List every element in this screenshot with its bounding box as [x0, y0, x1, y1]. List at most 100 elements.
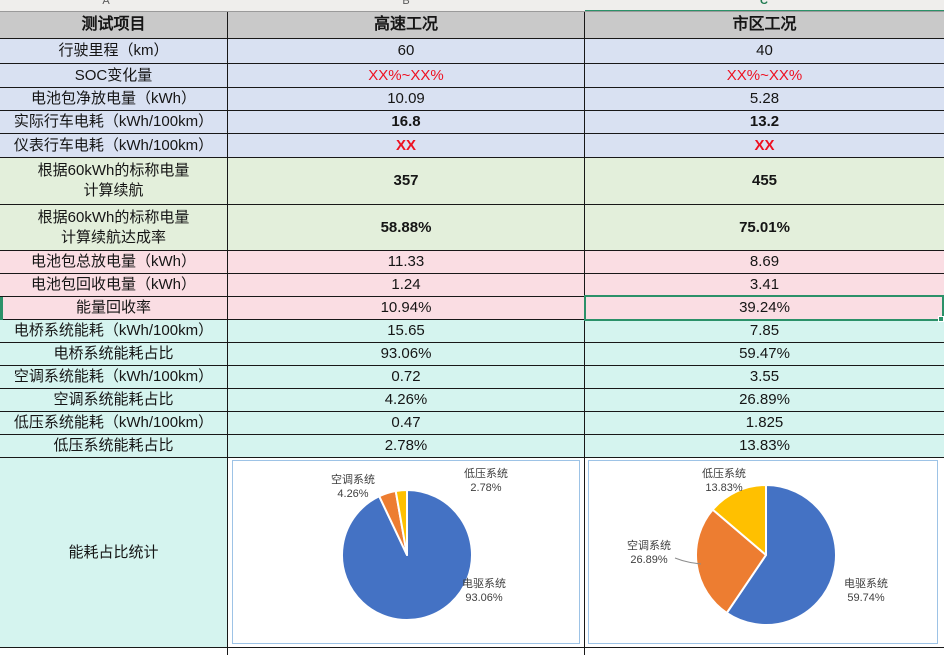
value-cell-urban[interactable]: 13.2 [585, 111, 944, 134]
row-label-cell[interactable]: 实际行车电耗（kWh/100km） [0, 111, 228, 134]
row-label-cell[interactable]: 低压系统能耗占比 [0, 435, 228, 458]
value-cell-highway[interactable]: 357 [228, 158, 585, 205]
header-cell-test-item[interactable]: 测试项目 [0, 12, 228, 39]
selected-column-underline [585, 10, 944, 11]
pie-chart-urban[interactable]: 电驱系统 59.74% 空调系统 26.89% 低压系统 13.83% [588, 460, 938, 644]
value-cell-urban[interactable]: 5.28 [585, 88, 944, 111]
table-row: 低压系统能耗（kWh/100km） 0.47 1.825 [0, 412, 944, 435]
table-row: 根据60kWh的标称电量 计算续航达成率 58.88% 75.01% [0, 205, 944, 251]
table-row: 仪表行车电耗（kWh/100km） XX XX [0, 134, 944, 158]
value-cell-urban[interactable]: 8.69 [585, 251, 944, 274]
leader-line [674, 557, 702, 565]
chart-cell-urban[interactable]: 电驱系统 59.74% 空调系统 26.89% 低压系统 13.83% [585, 458, 944, 648]
table-row: 电桥系统能耗（kWh/100km） 15.65 7.85 [0, 320, 944, 343]
table-row: 电池包回收电量（kWh） 1.24 3.41 [0, 274, 944, 297]
row-label-cell[interactable]: 电桥系统能耗占比 [0, 343, 228, 366]
value-cell-highway[interactable]: 11.33 [228, 251, 585, 274]
chart-cell-highway[interactable]: 电驱系统 93.06% 空调系统 4.26% 低压系统 2.78% [228, 458, 585, 648]
value-cell-urban[interactable]: 13.83% [585, 435, 944, 458]
table-row: 空调系统能耗占比 4.26% 26.89% [0, 389, 944, 412]
column-letter-b[interactable]: B [402, 0, 410, 7]
table-header-row: 测试项目 高速工况 市区工况 [0, 12, 944, 39]
value-cell-urban[interactable]: 26.89% [585, 389, 944, 412]
value-cell-highway[interactable]: 16.8 [228, 111, 585, 134]
value-cell-urban[interactable]: 7.85 [585, 320, 944, 343]
value-cell-urban[interactable]: 455 [585, 158, 944, 205]
value-cell-highway[interactable]: XX%~XX% [228, 64, 585, 88]
pie-label: 电驱系统 93.06% [462, 578, 506, 604]
partial-bottom-row [0, 648, 944, 655]
column-letter-c[interactable]: C [760, 0, 768, 7]
empty-cell[interactable] [0, 648, 228, 655]
pie-graphic [340, 489, 473, 621]
pie-label: 空调系统 4.26% [331, 474, 375, 500]
value-cell-highway[interactable]: 93.06% [228, 343, 585, 366]
row-label-cell[interactable]: 空调系统能耗占比 [0, 389, 228, 412]
selected-cell[interactable]: 39.24% [584, 295, 944, 322]
column-letter-strip: A B C [0, 0, 944, 12]
value-cell-urban[interactable]: XX%~XX% [585, 64, 944, 88]
header-cell-highway[interactable]: 高速工况 [228, 12, 585, 39]
row-label-cell[interactable]: 仪表行车电耗（kWh/100km） [0, 134, 228, 158]
fill-handle[interactable] [938, 316, 944, 322]
pie-chart-highway[interactable]: 电驱系统 93.06% 空调系统 4.26% 低压系统 2.78% [232, 460, 580, 644]
row-label-cell[interactable]: 低压系统能耗（kWh/100km） [0, 412, 228, 435]
chart-row-label-cell[interactable]: 能耗占比统计 [0, 458, 228, 648]
row-label-cell[interactable]: 行驶里程（km） [0, 39, 228, 64]
pie-graphic [695, 484, 838, 626]
value-cell-highway[interactable]: 4.26% [228, 389, 585, 412]
table-body: 行驶里程（km） 60 40 SOC变化量 XX%~XX% XX%~XX% 电池… [0, 39, 944, 458]
row-label-cell[interactable]: 根据60kWh的标称电量 计算续航 [0, 158, 228, 205]
value-cell-highway[interactable]: 0.72 [228, 366, 585, 389]
pie-label: 低压系统 2.78% [464, 468, 508, 494]
value-cell-highway[interactable]: 60 [228, 39, 585, 64]
value-cell-highway[interactable]: XX [228, 134, 585, 158]
table-row: 空调系统能耗（kWh/100km） 0.72 3.55 [0, 366, 944, 389]
value-cell-urban[interactable]: 1.825 [585, 412, 944, 435]
value-cell-urban[interactable]: 75.01% [585, 205, 944, 251]
pie-label: 低压系统 13.83% [702, 468, 746, 494]
pie-slice[interactable] [711, 484, 767, 556]
value-cell-urban[interactable]: 40 [585, 39, 944, 64]
header-cell-urban[interactable]: 市区工况 [585, 12, 944, 39]
chart-row: 能耗占比统计 电驱系统 93.06% 空调系统 4.26% 低压系统 2.78% 电… [0, 458, 944, 648]
value-cell-highway[interactable]: 1.24 [228, 274, 585, 297]
table-row: 低压系统能耗占比 2.78% 13.83% [0, 435, 944, 458]
pie-slice[interactable] [695, 508, 767, 614]
value-cell-urban[interactable]: 3.41 [585, 274, 944, 297]
pie-slice[interactable] [394, 489, 408, 556]
row-label-cell[interactable]: SOC变化量 [0, 64, 228, 88]
value-cell-highway[interactable]: 58.88% [228, 205, 585, 251]
row-label-cell[interactable]: 能量回收率 [0, 297, 228, 320]
value-cell-urban[interactable]: 3.55 [585, 366, 944, 389]
table-row: 电池包净放电量（kWh） 10.09 5.28 [0, 88, 944, 111]
value-cell-highway[interactable]: 10.09 [228, 88, 585, 111]
value-cell-urban[interactable]: 59.47% [585, 343, 944, 366]
value-cell-highway[interactable]: 0.47 [228, 412, 585, 435]
empty-cell[interactable] [585, 648, 944, 655]
pie-label: 空调系统 26.89% [627, 540, 671, 566]
table-row: 行驶里程（km） 60 40 [0, 39, 944, 64]
table-row: 电桥系统能耗占比 93.06% 59.47% [0, 343, 944, 366]
selected-row-edge-marker [0, 297, 3, 320]
row-label-cell[interactable]: 电池包回收电量（kWh） [0, 274, 228, 297]
row-label-cell[interactable]: 空调系统能耗（kWh/100km） [0, 366, 228, 389]
value-cell-urban[interactable]: XX [585, 134, 944, 158]
table-row: 实际行车电耗（kWh/100km） 16.8 13.2 [0, 111, 944, 134]
empty-cell[interactable] [228, 648, 585, 655]
row-label-cell[interactable]: 根据60kWh的标称电量 计算续航达成率 [0, 205, 228, 251]
table-row: 根据60kWh的标称电量 计算续航 357 455 [0, 158, 944, 205]
table-row: 电池包总放电量（kWh） 11.33 8.69 [0, 251, 944, 274]
row-label-cell[interactable]: 电桥系统能耗（kWh/100km） [0, 320, 228, 343]
table-row: 能量回收率 10.94% 39.24% [0, 295, 944, 322]
pie-label: 电驱系统 59.74% [844, 578, 888, 604]
row-label-cell[interactable]: 电池包总放电量（kWh） [0, 251, 228, 274]
pie-slice[interactable] [725, 484, 838, 626]
column-letter-a[interactable]: A [102, 0, 110, 7]
table-row: SOC变化量 XX%~XX% XX%~XX% [0, 64, 944, 88]
value-cell-highway[interactable]: 15.65 [228, 320, 585, 343]
value-cell-highway[interactable]: 10.94% [228, 297, 585, 320]
row-label-cell[interactable]: 电池包净放电量（kWh） [0, 88, 228, 111]
value-cell-highway[interactable]: 2.78% [228, 435, 585, 458]
